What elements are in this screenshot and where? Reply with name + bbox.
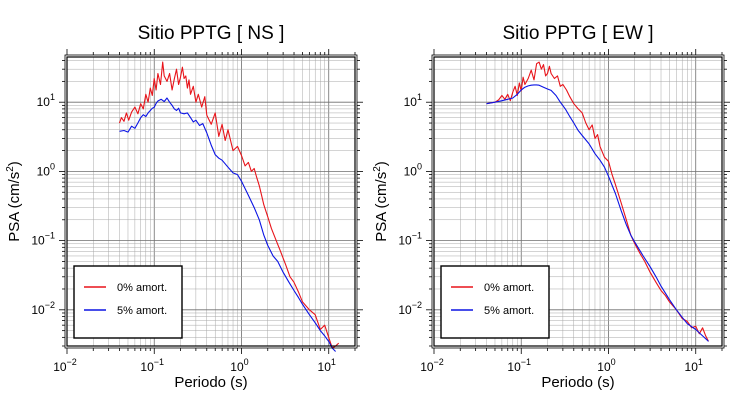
x-axis-label: Periodo (s) xyxy=(174,374,247,391)
y-tick-label: 10−2 xyxy=(398,300,422,317)
axes-frame xyxy=(66,56,356,347)
y-tick-label: 101 xyxy=(37,92,55,109)
ticks xyxy=(426,49,730,354)
x-tick-label: 10−1 xyxy=(507,357,531,374)
legend-box xyxy=(73,265,183,339)
y-axis-label: PSA (cm/s2) xyxy=(5,161,23,242)
x-tick-label: 10−2 xyxy=(420,357,444,374)
chart-panel-ew: 10−2 10−1 100 101 10−2 10−1 100 101 Sitio PPTG [… xyxy=(372,23,730,391)
y-tick-label: 100 xyxy=(404,161,422,178)
y-tick-label: 100 xyxy=(37,161,55,178)
legend-label: 5% amort. xyxy=(484,305,534,317)
series-line-amort-0 xyxy=(486,61,709,342)
y-tick-label: 101 xyxy=(404,92,422,109)
x-tick-label: 101 xyxy=(685,357,703,374)
x-tick-label: 101 xyxy=(318,357,336,374)
x-tick-label: 10−1 xyxy=(140,357,164,374)
x-tick-label: 10−2 xyxy=(53,357,77,374)
series-line-amort-5 xyxy=(486,84,709,342)
x-tick-label: 100 xyxy=(597,357,615,374)
axes-frame-outer xyxy=(64,54,358,349)
legend: 0% amort. 5% amort. xyxy=(440,265,550,339)
legend: 0% amort. 5% amort. xyxy=(73,265,183,339)
y-axis-label: PSA (cm/s2) xyxy=(372,161,390,242)
legend-label: 0% amort. xyxy=(484,282,534,294)
y-tick-label: 10−1 xyxy=(31,231,55,248)
series-line-amort-0 xyxy=(118,61,340,349)
legend-box xyxy=(440,265,550,339)
y-tick-label: 10−1 xyxy=(398,231,422,248)
series-line-amort-5 xyxy=(119,97,336,352)
x-tick-label: 100 xyxy=(230,357,248,374)
legend-label: 0% amort. xyxy=(117,282,167,294)
chart-title: Sitio PPTG [ NS ] xyxy=(138,23,285,44)
y-tick-label: 10−2 xyxy=(31,300,55,317)
ticks xyxy=(59,49,363,354)
axes-frame-outer xyxy=(431,54,725,349)
axes-frame xyxy=(433,56,723,347)
legend-label: 5% amort. xyxy=(117,305,167,317)
x-axis-label: Periodo (s) xyxy=(541,374,614,391)
chart-title: Sitio PPTG [ EW ] xyxy=(503,23,654,44)
chart-panel-ns: 10−2 10−1 100 101 10−2 10−1 100 101 Sitio PPTG [… xyxy=(5,23,363,391)
